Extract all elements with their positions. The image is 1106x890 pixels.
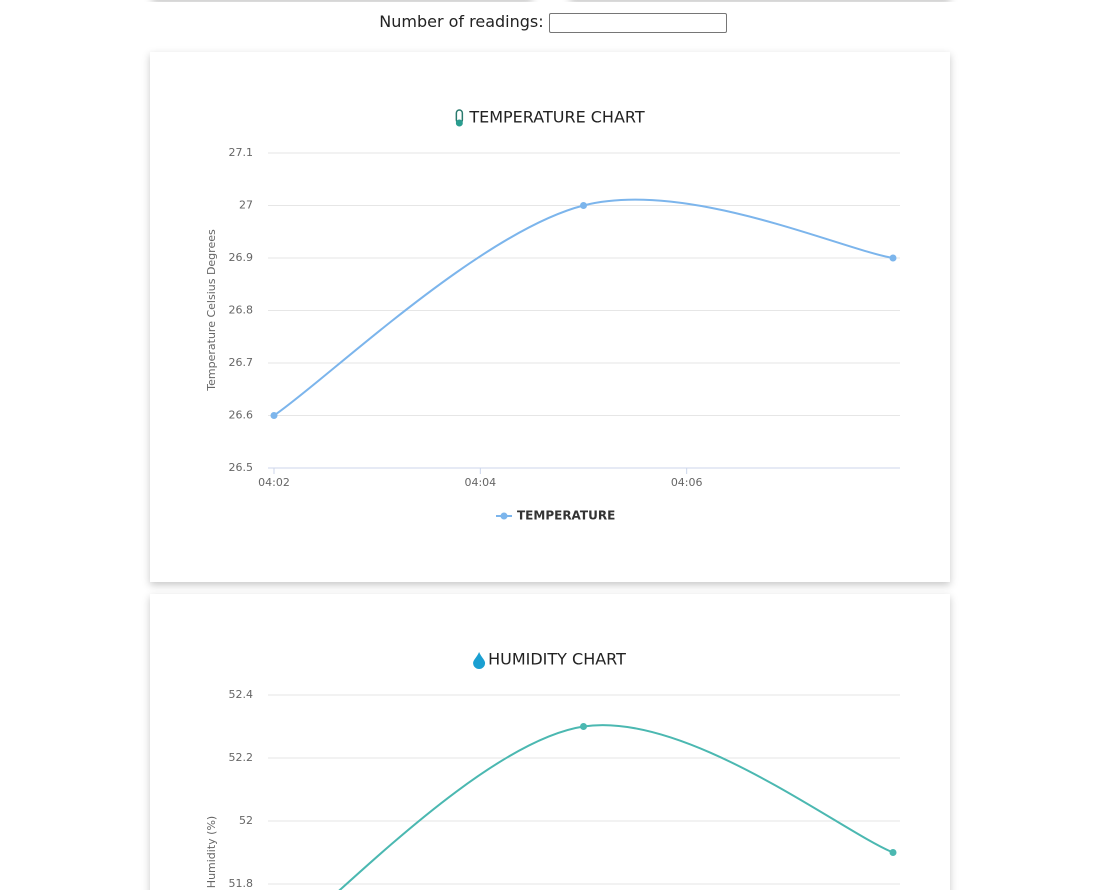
data-point	[889, 849, 897, 856]
y-tick-label: 27	[239, 199, 253, 212]
chart-card	[150, 594, 950, 890]
y-tick-label: 52	[239, 814, 253, 827]
y-tick-label: 51.8	[229, 877, 254, 890]
readings-label: Number of readings:	[379, 12, 544, 31]
x-tick-label: 04:06	[671, 476, 703, 489]
x-tick-label: 04:04	[464, 476, 496, 489]
title-icon	[455, 119, 463, 127]
readings-control: Number of readings:	[0, 12, 1106, 33]
y-tick-label: 26.9	[229, 251, 254, 264]
data-point	[270, 412, 278, 419]
chart-card	[150, 52, 950, 582]
readings-input[interactable]	[548, 12, 727, 33]
chart-title: HUMIDITY CHART	[488, 650, 626, 669]
chart-title: TEMPERATURE CHART	[468, 108, 645, 127]
x-tick-label: 04:02	[258, 476, 290, 489]
legend-label: TEMPERATURE	[517, 509, 615, 523]
y-tick-label: 27.1	[229, 146, 254, 159]
data-point	[580, 723, 587, 730]
y-tick-label: 26.7	[229, 356, 254, 369]
y-axis-label: Humidity (%)	[205, 816, 218, 888]
y-tick-label: 26.6	[229, 409, 254, 422]
data-point	[889, 254, 897, 262]
y-tick-label: 26.8	[229, 304, 254, 317]
y-axis-label: Temperature Celsius Degrees	[205, 229, 218, 392]
title-icon	[473, 652, 486, 669]
data-point	[580, 202, 587, 209]
y-tick-label: 52.4	[229, 688, 254, 701]
y-tick-label: 52.2	[229, 751, 254, 764]
legend-symbol	[500, 512, 508, 520]
y-tick-label: 26.5	[229, 461, 254, 474]
